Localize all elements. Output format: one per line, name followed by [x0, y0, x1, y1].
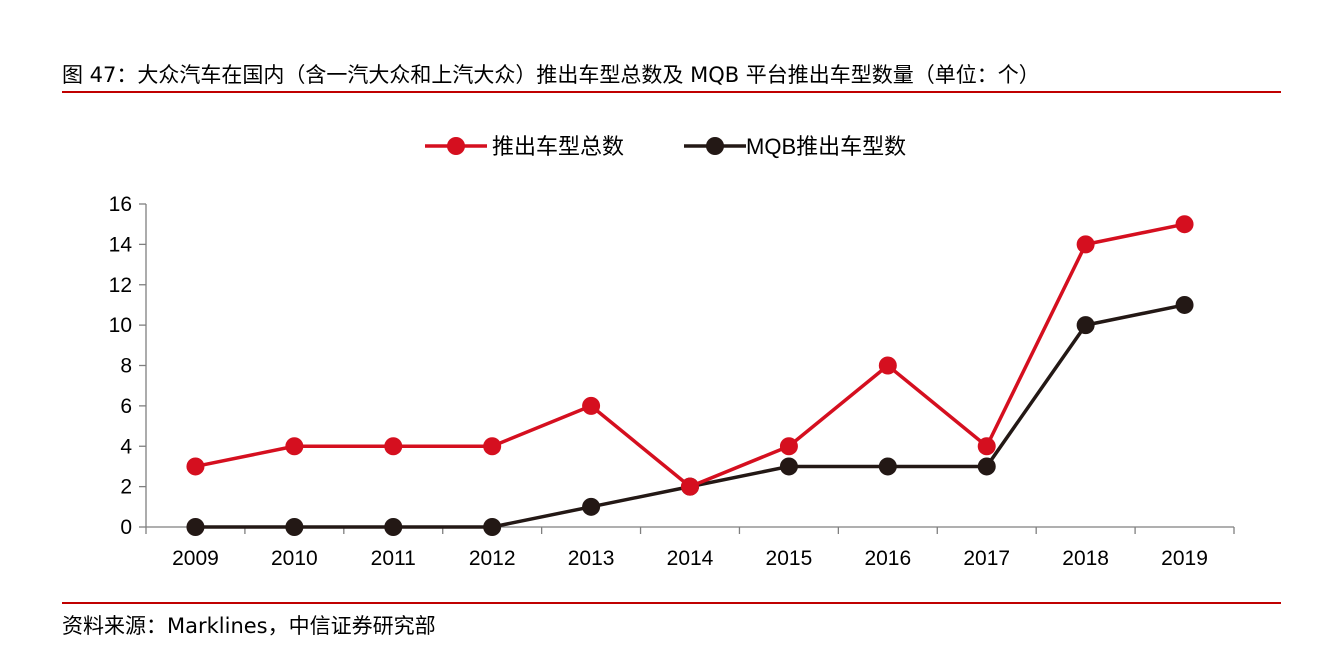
data-point	[582, 396, 601, 415]
data-point	[878, 457, 897, 476]
data-point	[285, 437, 304, 456]
y-tick-label: 6	[120, 395, 132, 418]
data-point	[878, 356, 897, 375]
data-point	[384, 518, 403, 536]
legend-label: MQB推出车型数	[746, 134, 906, 159]
y-tick-label: 4	[120, 435, 132, 458]
x-tick-label: 2014	[667, 547, 714, 570]
series-line	[195, 222, 1185, 489]
data-point	[483, 518, 502, 536]
footer-divider	[62, 602, 1281, 604]
legend-label: 推出车型总数	[492, 134, 624, 159]
x-tick-label: 2019	[1161, 547, 1208, 570]
source-note: 资料来源：Marklines，中信证券研究部	[62, 614, 436, 638]
data-point	[384, 437, 403, 456]
x-tick-label: 2012	[469, 547, 516, 570]
data-point	[186, 457, 205, 476]
x-tick-label: 2013	[568, 547, 615, 570]
title-divider	[62, 91, 1281, 93]
x-tick-label: 2011	[371, 547, 416, 570]
data-point	[186, 518, 205, 536]
chart-series	[186, 215, 1194, 536]
data-point	[779, 437, 798, 456]
y-tick-label: 12	[109, 274, 132, 297]
x-tick-label: 2010	[271, 547, 318, 570]
legend-marker	[447, 137, 465, 155]
y-tick-label: 16	[109, 193, 132, 216]
legend-item-total: 推出车型总数	[425, 134, 624, 159]
data-point	[681, 477, 699, 496]
series-total-models	[186, 215, 1194, 496]
figure-title: 图 47：大众汽车在国内（含一汽大众和上汽大众）推出车型总数及 MQB 平台推出…	[62, 63, 1040, 87]
y-tick-label: 0	[120, 516, 132, 539]
x-tick-label: 2016	[864, 547, 911, 570]
y-tick-label: 10	[109, 314, 132, 337]
data-point	[285, 518, 304, 536]
data-point	[779, 457, 798, 476]
y-tick-label: 14	[109, 233, 133, 256]
x-tick-label: 2015	[766, 547, 813, 570]
legend-marker	[706, 137, 724, 155]
x-tick-label: 2018	[1062, 547, 1109, 570]
data-point	[1175, 215, 1194, 234]
chart-legend: 推出车型总数 MQB推出车型数	[425, 134, 906, 159]
x-tick-label: 2017	[963, 547, 1010, 570]
data-point	[582, 497, 601, 516]
data-point	[977, 437, 996, 456]
legend-item-mqb: MQB推出车型数	[684, 134, 906, 159]
x-tick-label: 2009	[172, 547, 219, 570]
chart-axes: 0 2 4 6 8 10 12 14 16 2009 2010 2011 2012 2013 2014 201…	[109, 193, 1235, 570]
data-point	[1076, 316, 1095, 335]
y-tick-label: 2	[120, 476, 132, 499]
y-tick-label: 8	[120, 355, 132, 378]
data-point	[1076, 235, 1095, 254]
data-point	[1175, 295, 1194, 314]
data-point	[977, 457, 996, 476]
data-point	[483, 437, 502, 456]
